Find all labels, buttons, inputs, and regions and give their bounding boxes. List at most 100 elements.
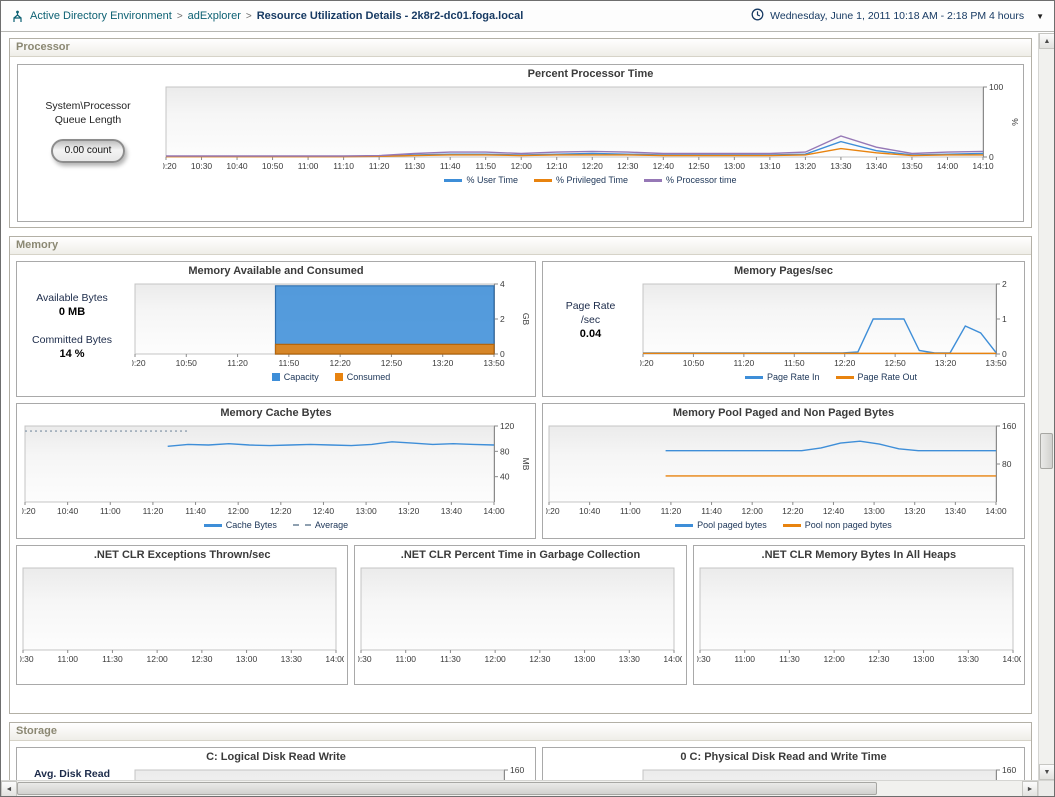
dashboard-content: Processor System\Processor Queue Length …: [1, 33, 1038, 780]
chart-title-processor-time: Percent Processor Time: [527, 68, 654, 80]
svg-text:12:20: 12:20: [834, 358, 856, 368]
svg-text:10:40: 10:40: [226, 161, 248, 171]
legend-item-consumed: Consumed: [334, 372, 391, 382]
page-rate-value: 0.04: [579, 328, 602, 340]
chart-title-memory-pages: Memory Pages/sec: [733, 265, 834, 277]
memory-cache-panel: Memory Cache Bytes 40 80 120 MB 10:20 10:40 11…: [16, 403, 536, 539]
memory-row-1: Memory Available and Consumed Available …: [16, 261, 1025, 397]
processor-time-legend: % User Time % Privileged Time % Processor …: [444, 173, 737, 187]
svg-text:11:00: 11:00: [619, 506, 640, 516]
legend-item-average: Average: [292, 520, 348, 530]
scroll-left-button[interactable]: ◄: [1, 781, 17, 796]
svg-text:13:40: 13:40: [944, 506, 966, 516]
svg-text:13:50: 13:50: [483, 358, 505, 368]
svg-text:11:20: 11:20: [143, 506, 164, 516]
breadcrumb-item-adexplorer[interactable]: adExplorer: [187, 10, 241, 22]
avg-disk-read-label: Avg. Disk Read: [33, 768, 111, 780]
svg-text:11:00: 11:00: [297, 161, 318, 171]
vertical-scrollbar[interactable]: ▲ ▼: [1038, 33, 1054, 780]
svg-text:13:00: 13:00: [574, 654, 596, 664]
memory-available-labels: Available Bytes 0 MB Committed Bytes 14 …: [17, 278, 127, 376]
breadcrumb-separator: >: [245, 10, 252, 22]
legend-item-pool-non-paged-bytes: Pool non paged bytes: [782, 520, 892, 530]
legend-label: Consumed: [346, 372, 391, 382]
svg-text:12:00: 12:00: [147, 654, 169, 664]
scroll-up-button[interactable]: ▲: [1039, 33, 1054, 49]
vertical-scrollbar-thumb[interactable]: [1040, 433, 1053, 469]
page-rate-label-line2: /sec: [580, 314, 601, 326]
svg-text:160: 160: [1002, 421, 1016, 431]
svg-text:GB: GB: [521, 313, 530, 326]
page-title: Resource Utilization Details - 2k8r2-dc0…: [256, 10, 524, 22]
processor-time-chart: 0 100% 10:20 10:30 10:40 10:50 11:00 11:10 11:20…: [163, 82, 1019, 171]
svg-text:MB: MB: [521, 458, 530, 471]
svg-text:11:50: 11:50: [784, 358, 805, 368]
memory-pages-legend: Page Rate In Page Rate Out: [744, 370, 918, 384]
svg-text:14:00: 14:00: [936, 161, 958, 171]
memory-grid: Memory Available and Consumed Available …: [10, 255, 1031, 697]
svg-text:0: 0: [989, 152, 994, 162]
net-clr-heaps-chart: 10:30 11:00 11:30 12:00 12:30 13:00 13:30 14:00: [697, 567, 1021, 664]
legend-item-page-rate-out: Page Rate Out: [835, 372, 918, 382]
svg-text:12:00: 12:00: [510, 161, 532, 171]
svg-text:11:00: 11:00: [100, 506, 121, 516]
memory-row-2: Memory Cache Bytes 40 80 120 MB 10:20 10:40 11…: [16, 403, 1025, 539]
svg-text:11:40: 11:40: [701, 506, 722, 516]
net-clr-exceptions-chart: 10:30 11:00 11:30 12:00 12:30 13:00 13:30 14:00: [20, 567, 345, 664]
svg-text:10:30: 10:30: [20, 654, 34, 664]
legend-item--processor-time: % Processor time: [644, 175, 737, 185]
horizontal-scrollbar[interactable]: ◄ ►: [1, 780, 1038, 796]
svg-text:13:20: 13:20: [794, 161, 816, 171]
processor-queue-gauge: System\Processor Queue Length 0.00 count: [18, 65, 158, 221]
svg-text:2: 2: [500, 314, 505, 324]
legend-label: Page Rate Out: [857, 372, 918, 382]
svg-text:11:00: 11:00: [58, 654, 79, 664]
svg-text:13:30: 13:30: [957, 654, 979, 664]
legend-label: Page Rate In: [766, 372, 820, 382]
svg-text:12:00: 12:00: [228, 506, 250, 516]
svg-text:14:00: 14:00: [664, 654, 683, 664]
svg-text:10:50: 10:50: [176, 358, 198, 368]
svg-text:160: 160: [510, 765, 524, 775]
net-clr-heaps-panel: .NET CLR Memory Bytes In All Heaps 10:30…: [692, 545, 1025, 685]
physical-disk-chart: 160: [642, 765, 1016, 780]
net-clr-gc-panel: .NET CLR Percent Time in Garbage Collect…: [354, 545, 687, 685]
processor-chart-area: Percent Processor Time 0 100% 10:20 10:30 10…: [158, 65, 1023, 221]
svg-text:1: 1: [1002, 314, 1007, 324]
memory-available-legend: Capacity Consumed: [271, 370, 391, 384]
scroll-down-button[interactable]: ▼: [1039, 764, 1054, 780]
time-range-selector[interactable]: Wednesday, June 1, 2011 10:18 AM - 2:18 …: [751, 8, 1044, 24]
breadcrumb-separator: >: [176, 10, 183, 22]
svg-text:14:00: 14:00: [326, 654, 345, 664]
svg-text:11:30: 11:30: [779, 654, 800, 664]
svg-text:12:40: 12:40: [313, 506, 335, 516]
legend-swatch: [334, 373, 343, 381]
gauge-label-line1: System\Processor: [45, 100, 131, 112]
gauge-label-line2: Queue Length: [54, 114, 122, 127]
svg-text:10:30: 10:30: [190, 161, 212, 171]
storage-section-header: Storage: [10, 723, 1031, 741]
svg-text:13:50: 13:50: [985, 358, 1007, 368]
chart-title-physical-disk: 0 C: Physical Disk Read and Write Time: [680, 751, 887, 763]
svg-text:80: 80: [500, 446, 510, 456]
horizontal-scrollbar-thumb[interactable]: [17, 782, 877, 795]
legend-item-page-rate-in: Page Rate In: [744, 372, 820, 382]
svg-text:13:30: 13:30: [619, 654, 641, 664]
svg-text:11:20: 11:20: [660, 506, 681, 516]
chart-title-memory-cache: Memory Cache Bytes: [220, 407, 332, 419]
storage-grid: C: Logical Disk Read Write Avg. Disk Rea…: [10, 741, 1031, 780]
queue-length-gauge-value: 0.00 count: [50, 139, 126, 163]
legend-swatch: [292, 524, 311, 526]
storage-row-1: C: Logical Disk Read Write Avg. Disk Rea…: [16, 747, 1025, 780]
breadcrumb-item-active-directory-environment[interactable]: Active Directory Environment: [30, 10, 172, 22]
memory-cache-legend: Cache Bytes Average: [203, 518, 348, 532]
svg-text:13:00: 13:00: [355, 506, 377, 516]
legend-swatch: [444, 178, 463, 182]
svg-text:11:00: 11:00: [734, 654, 755, 664]
scroll-right-button[interactable]: ►: [1022, 781, 1038, 796]
physical-disk-labels: Avg. Disk Read: [543, 764, 638, 780]
svg-text:10:20: 10:20: [132, 358, 146, 368]
legend-item-capacity: Capacity: [271, 372, 319, 382]
